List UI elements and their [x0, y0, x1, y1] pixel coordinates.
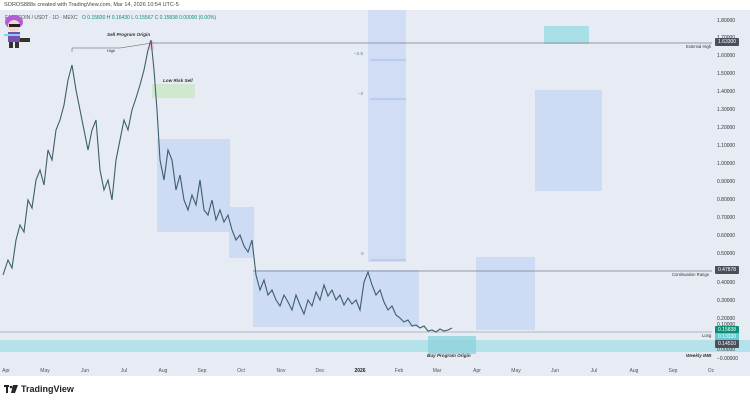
x-tick-year: 2026 — [354, 368, 366, 374]
y-tick: 1.00000 — [717, 161, 736, 167]
x-tick: May — [511, 368, 521, 374]
buy-origin-label: Buy Program Origin — [427, 353, 471, 358]
fib-label-2: −2 — [358, 91, 364, 96]
fib-label-25: −2.5 — [354, 51, 364, 56]
low-risk-sell-label: Low Risk Sell — [163, 78, 193, 83]
chart-canvas — [0, 10, 750, 354]
weekly-imb-label: Weekly IMB — [686, 353, 712, 358]
x-tick: Sep — [197, 368, 207, 374]
x-tick: May — [40, 368, 50, 374]
x-tick: Nov — [276, 368, 286, 374]
y-tick: 1.80000 — [717, 18, 736, 24]
buy-program-origin-box — [428, 336, 476, 354]
low-risk-sell-box — [152, 84, 195, 98]
x-tick: Jun — [80, 368, 90, 374]
projection-box-2 — [535, 90, 602, 191]
y-tick: 1.20000 — [717, 125, 736, 131]
continuation-label: Continuation Range — [672, 272, 710, 277]
x-tick: Jul — [590, 368, 598, 374]
y-tick: 1.10000 — [717, 143, 736, 149]
x-tick: Jun — [550, 368, 560, 374]
fib-label-0: 0 — [361, 251, 364, 256]
x-tick: Aug — [158, 368, 168, 374]
long-price-tag: 0.14510 — [715, 340, 740, 348]
target-box — [544, 26, 589, 44]
x-tick: Apr — [2, 368, 10, 374]
high-marker — [71, 42, 153, 52]
y-tick: 1.40000 — [717, 89, 736, 95]
high-label: High — [107, 48, 116, 53]
y-tick: −0.00000 — [717, 356, 738, 362]
y-tick: 0.80000 — [717, 197, 736, 203]
y-tick: 0.50000 — [717, 251, 736, 257]
mascot-sticker-icon — [4, 15, 30, 48]
y-tick: 1.60000 — [717, 53, 736, 59]
zone-price-tag: 0.13330 — [715, 333, 740, 341]
weekly-imb-zone — [0, 340, 750, 352]
y-tick: 0.40000 — [717, 280, 736, 286]
x-tick: Aug — [629, 368, 639, 374]
ohlc-readout: O 0.15830 H 0.16430 L 0.15567 C 0.15838 … — [82, 15, 217, 21]
y-tick: 1.50000 — [717, 71, 736, 77]
y-tick: 0.60000 — [717, 233, 736, 239]
y-tick: 0.70000 — [717, 215, 736, 221]
external-high-price-tag: 1.63300 — [715, 38, 740, 46]
price-chart[interactable]: FARTCOIN / USDT · 1D · MEXC O 0.15830 H … — [0, 10, 750, 376]
x-tick: Sep — [668, 368, 678, 374]
last-price-tag: 0.15838 — [715, 326, 740, 334]
sell-origin-label: Sell Program Origin — [107, 32, 151, 37]
continuation-box — [253, 270, 419, 327]
y-tick: 0.30000 — [717, 298, 736, 304]
chart-caption: SOROS888s created with TradingView.com, … — [4, 2, 179, 8]
x-tick: Oc — [707, 368, 715, 374]
y-tick: 0.90000 — [717, 179, 736, 185]
long-label: Long — [702, 333, 712, 338]
fib-column — [368, 10, 406, 262]
continuation-price-tag: 0.47878 — [715, 266, 740, 274]
symbol-name[interactable]: FARTCOIN / USDT · 1D · MEXC — [5, 15, 78, 21]
x-tick: Apr — [473, 368, 481, 374]
y-tick: 0.10000 — [717, 322, 736, 328]
x-tick: Mar — [432, 368, 442, 374]
x-tick: Feb — [394, 368, 404, 374]
x-tick: Jul — [120, 368, 128, 374]
x-tick: Dec — [315, 368, 325, 374]
tradingview-logo-icon — [4, 385, 18, 393]
footer-brand[interactable]: TradingView — [4, 384, 74, 394]
y-tick: 0.00000 — [717, 347, 736, 353]
brand-name: TradingView — [21, 384, 74, 394]
projection-box-1 — [476, 257, 535, 330]
y-tick: 1.30000 — [717, 107, 736, 113]
x-tick: Oct — [237, 368, 245, 374]
external-high-label: External High — [686, 44, 712, 49]
symbol-info: FARTCOIN / USDT · 1D · MEXC O 0.15830 H … — [5, 15, 216, 21]
y-tick: 0.20000 — [717, 316, 736, 322]
price-series — [2, 39, 453, 333]
